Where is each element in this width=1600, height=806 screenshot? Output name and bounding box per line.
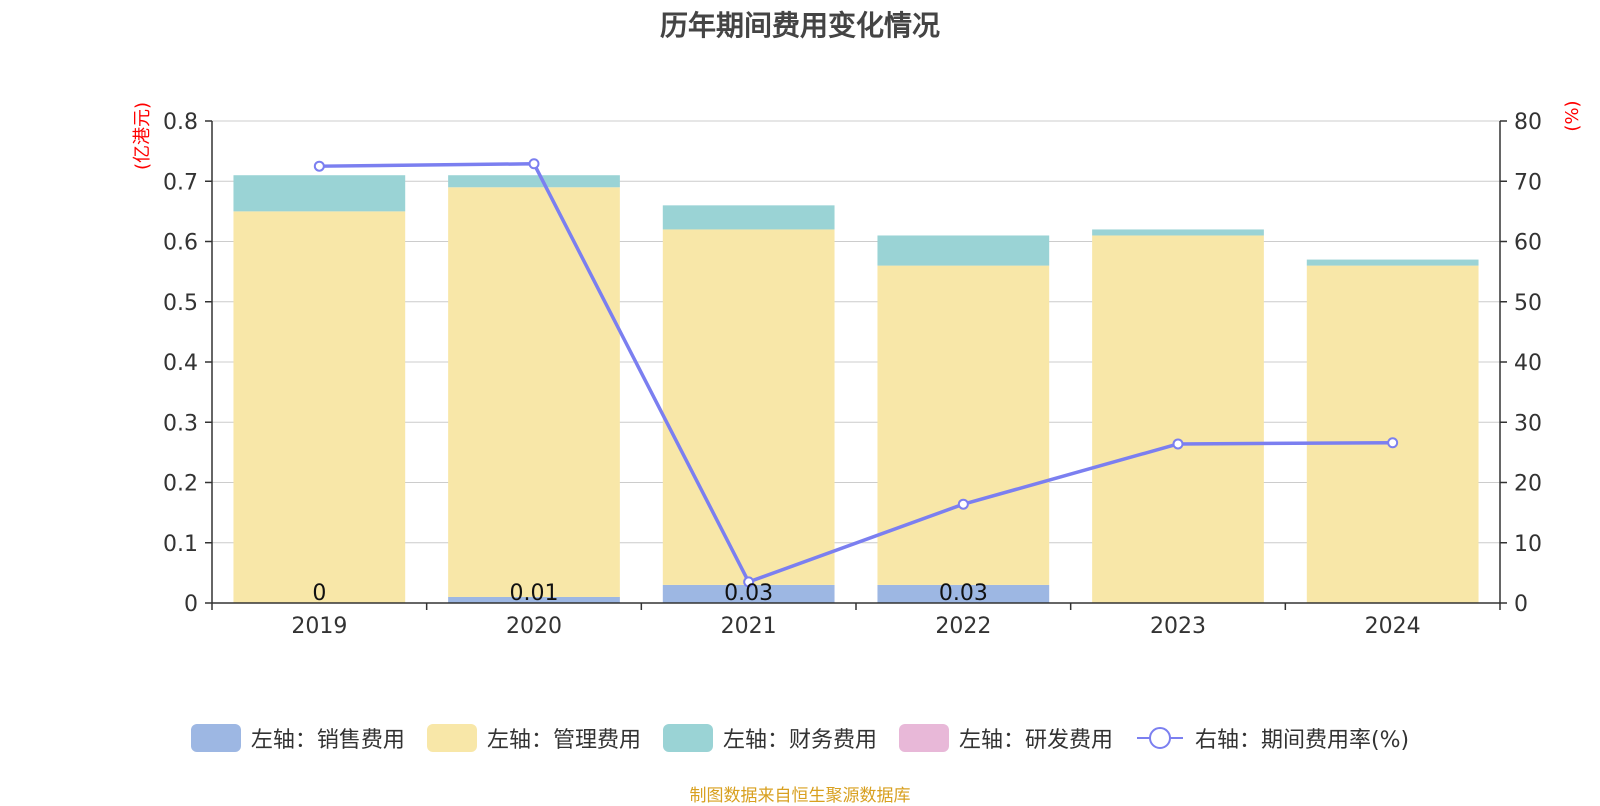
rate-point	[528, 158, 540, 170]
right-axis-tick-label: 40	[1514, 351, 1542, 376]
right-axis-tick-label: 50	[1514, 291, 1542, 316]
right-axis-tick-label: 70	[1514, 170, 1542, 195]
rate-line-series	[313, 158, 1399, 588]
bar-admin	[662, 229, 835, 585]
right-axis-tick-label: 0	[1514, 592, 1528, 617]
bar-finance	[662, 205, 835, 230]
legend-label: 左轴：财务费用	[722, 728, 877, 753]
x-axis-tick-label: 2019	[291, 614, 347, 639]
legend-swatch	[898, 724, 949, 752]
legend-item-rate_line[interactable]: 右轴：期间费用率(%)	[1135, 722, 1409, 754]
gridlines	[212, 120, 1500, 544]
source-note: 制图数据来自恒生聚源数据库	[689, 786, 911, 806]
chart-title: 历年期间费用变化情况	[659, 9, 940, 42]
left-axis-tick-label: 0.5	[163, 291, 198, 316]
x-axis-tick-label: 2023	[1150, 614, 1206, 639]
bar-admin	[1092, 235, 1264, 603]
bar-sales	[877, 584, 1050, 603]
sales-data-label: 0.03	[939, 581, 988, 606]
left-axis-tick-label: 0.7	[163, 170, 198, 195]
right-axis-tick-label: 60	[1514, 231, 1542, 256]
x-axis-tick-label: 2020	[506, 614, 562, 639]
legend-swatch	[426, 724, 477, 752]
bar-series	[233, 175, 1479, 603]
legend-label: 左轴：销售费用	[250, 728, 405, 753]
x-axis-tick-label: 2021	[721, 614, 777, 639]
axes: 0 0.1 0.2 0.3 0.4 0.5 0.6 0.7 0.8 0 10 20 30 40 50 60 70…	[163, 110, 1542, 639]
left-axis-tick-label: 0	[184, 592, 198, 617]
legend: 左轴：销售费用 左轴：管理费用 左轴：财务费用 左轴：研发费用 右轴：期间费用率(%)	[0, 722, 1600, 754]
right-axis-tick-label: 10	[1514, 532, 1542, 557]
legend-item-admin[interactable]: 左轴：管理费用	[426, 722, 641, 754]
sales-data-label: 0.01	[510, 581, 559, 606]
data-labels: 0 0.01 0.03 0.03	[312, 581, 987, 606]
bar-admin	[233, 211, 406, 603]
bar-sales	[448, 596, 620, 603]
bar-finance	[1306, 259, 1479, 266]
bar-finance	[1092, 229, 1264, 236]
x-axis-tick-label: 2024	[1365, 614, 1421, 639]
bar-sales	[662, 584, 835, 603]
sales-data-label: 0	[312, 581, 326, 606]
left-axis-tick-label: 0.2	[163, 472, 198, 497]
bar-finance	[448, 175, 620, 188]
right-axis-tick-label: 30	[1514, 411, 1542, 436]
bar-admin	[1306, 265, 1479, 603]
bar-admin	[877, 265, 1050, 585]
left-axis-tick-label: 0.3	[163, 411, 198, 436]
right-axis-tick-label: 20	[1514, 472, 1542, 497]
legend-label: 左轴：研发费用	[958, 728, 1113, 753]
left-axis-tick-label: 0.6	[163, 231, 198, 256]
bar-finance	[877, 235, 1050, 266]
right-axis-tick-label: 80	[1514, 110, 1542, 135]
rate-point	[313, 160, 325, 172]
left-axis-tick-label: 0.4	[163, 351, 198, 376]
bar-admin	[448, 187, 620, 597]
legend-item-finance[interactable]: 左轴：财务费用	[662, 722, 877, 754]
rate-point	[1387, 437, 1399, 449]
legend-swatch	[190, 724, 241, 752]
rate-point	[743, 576, 755, 588]
left-axis-unit-label: (亿港元)	[132, 102, 153, 170]
legend-swatch	[662, 724, 713, 752]
rate-point	[1172, 438, 1184, 450]
legend-item-sales[interactable]: 左轴：销售费用	[190, 722, 405, 754]
sales-data-label: 0.03	[724, 581, 773, 606]
right-axis-unit-label: (%)	[1562, 100, 1583, 131]
rate-line	[319, 162, 1393, 584]
bar-finance	[233, 175, 406, 212]
x-axis-tick-label: 2022	[935, 614, 991, 639]
legend-label: 右轴：期间费用率(%)	[1194, 728, 1410, 753]
rate-point	[957, 498, 969, 510]
left-axis-tick-label: 0.8	[163, 110, 198, 135]
legend-label: 左轴：管理费用	[486, 728, 641, 753]
legend-item-rd[interactable]: 左轴：研发费用	[898, 722, 1113, 754]
left-axis-tick-label: 0.1	[163, 532, 198, 557]
legend-line-marker	[1136, 727, 1183, 749]
